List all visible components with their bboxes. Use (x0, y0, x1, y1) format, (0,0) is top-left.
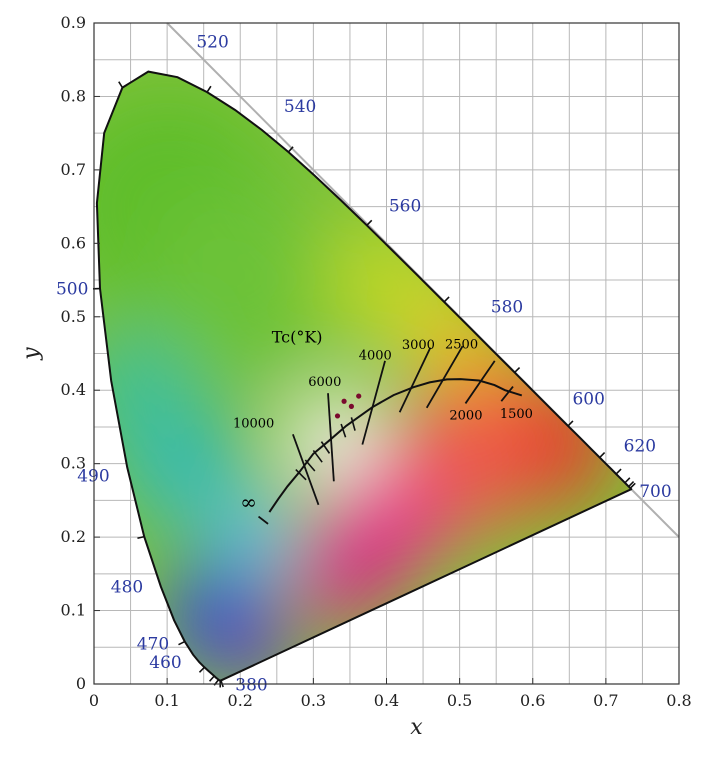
y-tick-label: 0.9 (61, 13, 86, 32)
locus-tick (207, 86, 211, 92)
y-tick-label: 0.7 (61, 160, 86, 179)
y-tick-label: 0.1 (61, 601, 86, 620)
wavelength-label-560: 560 (389, 196, 421, 216)
wavelength-label-470: 470 (137, 635, 169, 655)
wavelength-label-520: 520 (196, 33, 228, 53)
isotherm-label: 1500 (500, 407, 533, 422)
sample-point (341, 399, 346, 404)
isotherm-label: ∞ (240, 490, 257, 514)
x-tick-label: 0.1 (154, 691, 179, 710)
wavelength-label-540: 540 (284, 97, 316, 117)
isotherm-label: 3000 (402, 338, 435, 353)
x-tick-label: 0.3 (301, 691, 326, 710)
y-tick-label: 0 (76, 674, 86, 693)
sample-point (349, 404, 354, 409)
wavelength-label-700: 700 (639, 482, 671, 502)
locus-tick (178, 642, 184, 645)
isotherm-label: 2500 (445, 337, 478, 352)
x-tick-label: 0.5 (447, 691, 472, 710)
isotherm-label: 4000 (359, 348, 392, 363)
locus-tick (568, 421, 573, 426)
x-tick-label: 0.8 (666, 691, 691, 710)
gamut-blob (291, 523, 393, 625)
y-tick-label: 0.2 (61, 527, 86, 546)
y-axis-label: y (19, 347, 44, 361)
y-tick-label: 0.3 (61, 454, 86, 473)
y-tick-label: 0.4 (61, 380, 86, 399)
locus-tick (616, 469, 621, 474)
locus-tick (367, 220, 372, 225)
x-tick-label: 0 (89, 691, 99, 710)
y-tick-label: 0.5 (61, 307, 86, 326)
locus-tick (625, 478, 630, 483)
x-tick-label: 0.2 (228, 691, 253, 710)
x-tick-label: 0.7 (593, 691, 618, 710)
wavelength-label-480: 480 (111, 578, 143, 598)
wavelength-label-500: 500 (56, 280, 88, 300)
wavelength-label-460: 460 (149, 653, 181, 673)
tc-label: Tc(°K) (272, 327, 323, 346)
locus-tick (210, 676, 215, 681)
y-tick-label: 0.6 (61, 233, 86, 252)
wavelength-label-600: 600 (572, 389, 604, 409)
sample-point (335, 413, 340, 418)
x-axis-label: x (410, 715, 423, 740)
locus-tick (444, 297, 449, 302)
locus-tick (119, 82, 123, 88)
locus-tick (515, 368, 520, 373)
x-tick-label: 0.6 (520, 691, 545, 710)
isotherm-label: 10000 (233, 417, 274, 432)
y-tick-label: 0.8 (61, 86, 86, 105)
sample-point (356, 393, 361, 398)
wavelength-label-620: 620 (624, 437, 656, 457)
isotherm-label: 2000 (449, 409, 482, 424)
isotherm-label: 6000 (308, 375, 341, 390)
wavelength-label-580: 580 (491, 298, 523, 318)
x-tick-label: 0.4 (374, 691, 399, 710)
locus-tick (600, 453, 605, 458)
